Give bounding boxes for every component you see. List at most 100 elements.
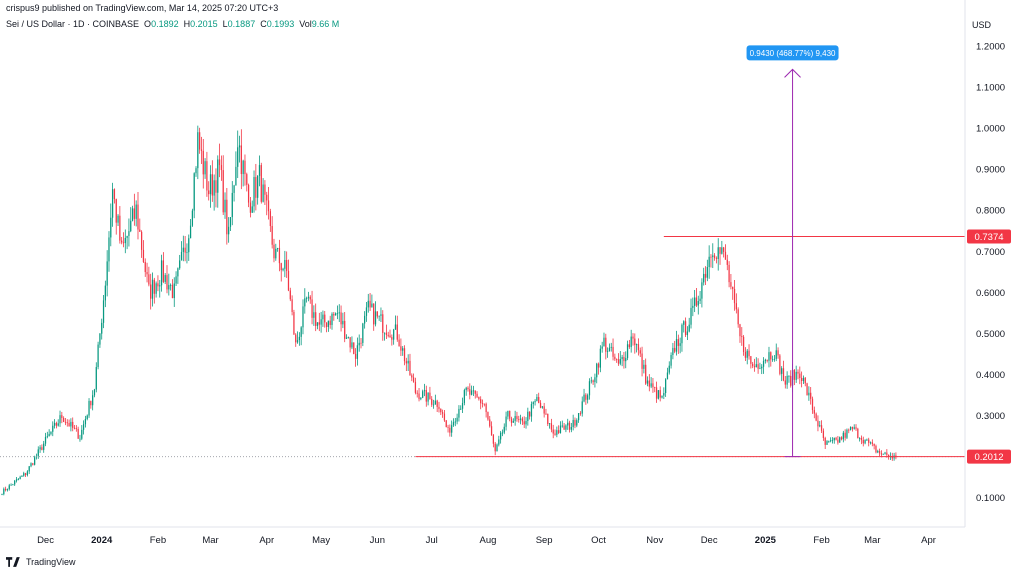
candle-body xyxy=(93,389,96,396)
candle-body xyxy=(759,368,761,370)
candle-body xyxy=(810,392,812,399)
currency-label: USD xyxy=(971,20,991,30)
price-axis[interactable]: 1.2000 1.1000 1.0000 0.9000 0.8000 0.7000 0.60… xyxy=(964,0,1005,527)
candle-body xyxy=(247,184,250,203)
candle-body xyxy=(840,437,843,440)
candle-body xyxy=(367,300,369,308)
candle-body xyxy=(344,320,346,339)
candle-body xyxy=(391,337,393,340)
drawings-group: 0.7374 0.2012 0.9430 (468.77%) 9,430 xyxy=(0,45,1011,464)
candle-body xyxy=(327,320,330,327)
candle-body xyxy=(846,429,848,438)
candle-body xyxy=(246,174,248,185)
candle-body xyxy=(199,132,201,150)
candle-body xyxy=(175,276,177,284)
candle-body xyxy=(681,324,683,344)
volume-value: 9.66 M xyxy=(311,19,340,29)
candle-body xyxy=(487,412,489,420)
candle-body xyxy=(220,165,223,171)
candle-body xyxy=(599,348,601,368)
candle-body xyxy=(744,351,747,358)
candle-body xyxy=(750,356,752,364)
candle-body xyxy=(260,165,262,202)
candle-body xyxy=(106,261,108,286)
candle-body xyxy=(532,402,534,405)
candle-body xyxy=(68,423,70,427)
candle-body xyxy=(354,353,357,359)
candle-body xyxy=(688,324,690,332)
candle-body xyxy=(842,432,844,440)
candle-body xyxy=(53,422,56,426)
time-axis[interactable]: Dec 2024 Feb Mar Apr May Jun Jul Aug Sep Oct Nov Dec… xyxy=(0,526,965,546)
candle-body xyxy=(135,204,137,219)
candle-body xyxy=(324,314,326,323)
candle-body xyxy=(596,363,598,378)
candle-body xyxy=(30,463,32,467)
candle-body xyxy=(782,368,785,381)
candle-body xyxy=(228,226,230,235)
time-tick-label: Apr xyxy=(921,535,936,546)
candle-body xyxy=(657,390,660,399)
candle-body xyxy=(356,345,359,359)
candle-body xyxy=(329,320,331,325)
candle-body xyxy=(762,360,765,367)
candle-body xyxy=(574,419,576,426)
candle-body xyxy=(380,314,382,316)
candle-body xyxy=(719,247,721,254)
candle-body xyxy=(398,339,400,347)
candle-body xyxy=(414,381,417,393)
candle-body xyxy=(278,247,281,264)
candle-body xyxy=(857,428,859,439)
candle-body xyxy=(860,437,863,441)
candle-body xyxy=(675,339,678,352)
candle-body xyxy=(712,255,714,258)
candle-body xyxy=(878,451,881,454)
candle-body xyxy=(572,419,574,428)
candle-body xyxy=(732,286,734,289)
time-tick-label: Nov xyxy=(646,535,663,546)
candle-body xyxy=(888,454,890,457)
candle-body xyxy=(612,346,614,357)
candle-body xyxy=(412,377,415,382)
candle-body xyxy=(614,356,616,360)
candle-body xyxy=(626,344,629,359)
candle-body xyxy=(771,359,774,361)
candle-body xyxy=(654,387,656,389)
candle-body xyxy=(193,173,195,211)
candle-body xyxy=(422,391,424,398)
candle-body xyxy=(438,406,440,409)
candle-body xyxy=(418,393,420,400)
candle-body xyxy=(81,429,83,439)
candle-body xyxy=(710,256,712,258)
candles-group xyxy=(1,125,897,496)
candle-body xyxy=(305,298,308,300)
candle-body xyxy=(799,373,801,378)
candle-body xyxy=(723,247,725,252)
candle-body xyxy=(111,189,114,218)
candle-body xyxy=(142,249,145,262)
candle-body xyxy=(534,401,536,403)
candle-body xyxy=(489,419,491,427)
candle-body xyxy=(677,339,679,346)
candle-body xyxy=(873,443,875,446)
time-tick-label: Dec xyxy=(37,535,54,546)
candle-body xyxy=(684,321,687,336)
candle-body xyxy=(538,397,540,403)
candle-body xyxy=(509,410,511,419)
candle-body xyxy=(3,488,5,495)
candle-body xyxy=(139,229,141,232)
candle-body xyxy=(115,199,117,223)
candle-body xyxy=(470,390,473,395)
footer-brand[interactable]: TradingView xyxy=(6,557,76,567)
candle-body xyxy=(117,215,119,223)
candle-body xyxy=(365,307,368,316)
candle-body xyxy=(463,390,466,404)
candle-body xyxy=(160,260,163,286)
candle-body xyxy=(619,358,621,364)
candle-body xyxy=(655,387,658,399)
candle-body xyxy=(820,425,823,431)
candle-body xyxy=(788,375,790,377)
candle-body xyxy=(17,479,19,480)
candle-body xyxy=(351,342,353,348)
